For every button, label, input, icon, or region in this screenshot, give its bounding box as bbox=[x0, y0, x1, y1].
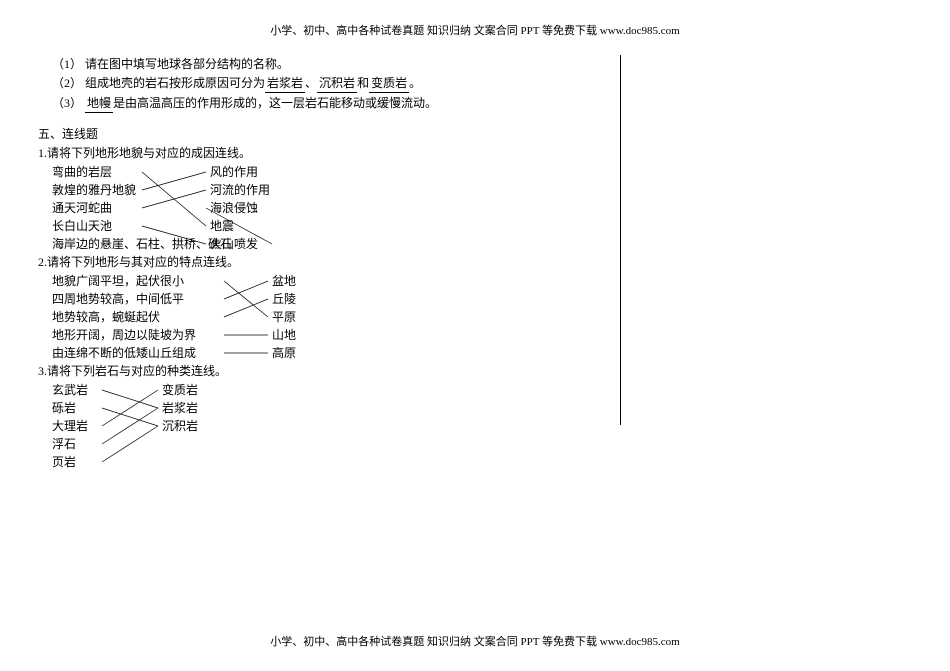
match-right-item: 变质岩 bbox=[162, 381, 198, 399]
q3-pre: （3） bbox=[52, 96, 85, 110]
match-right-item: 海浪侵蚀 bbox=[210, 199, 258, 217]
page-header: 小学、初中、高中各种试卷真题 知识归纳 文案合同 PPT 等免费下载 www.d… bbox=[0, 22, 950, 38]
question-3: （3） 地幔是由高温高压的作用形成的，这一层岩石能移动或缓慢流动。 bbox=[38, 94, 638, 113]
match3-title: 3.请将下列岩石与对应的种类连线。 bbox=[38, 362, 638, 380]
match-left-item: 地貌广阔平坦，起伏很小 bbox=[52, 272, 184, 290]
q3-blank-a: 地幔 bbox=[85, 94, 113, 113]
match-right-item: 风的作用 bbox=[210, 163, 258, 181]
match-left-item: 海岸边的悬崖、石柱、拱桥、礁石 bbox=[52, 235, 232, 253]
q3-post: 是由高温高压的作用形成的，这一层岩石能移动或缓慢流动。 bbox=[113, 96, 437, 110]
match-left-item: 大理岩 bbox=[52, 417, 88, 435]
match-left-item: 弯曲的岩层 bbox=[52, 163, 112, 181]
match-left-item: 砾岩 bbox=[52, 399, 76, 417]
match-right-item: 丘陵 bbox=[272, 290, 296, 308]
match-right-item: 岩浆岩 bbox=[162, 399, 198, 417]
match2-block: 地貌广阔平坦，起伏很小 盆地四周地势较高，中间低平 丘陵地势较高，蜿蜒起伏 平原地形开… bbox=[52, 272, 638, 362]
match-left-item: 地势较高，蜿蜒起伏 bbox=[52, 308, 160, 326]
match-right-item: 河流的作用 bbox=[210, 181, 270, 199]
section-5-title: 五、连线题 bbox=[38, 125, 638, 143]
match-left-item: 玄武岩 bbox=[52, 381, 88, 399]
match-left-item: 四周地势较高，中间低平 bbox=[52, 290, 184, 308]
content-area: （1） 请在图中填写地球各部分结构的名称。 （2） 组成地壳的岩石按形成原因可分… bbox=[38, 55, 638, 471]
q2-pre: （2） 组成地壳的岩石按形成原因可分为 bbox=[52, 76, 265, 90]
match1-title: 1.请将下列地形地貌与对应的成因连线。 bbox=[38, 144, 638, 162]
match2-title: 2.请将下列地形与其对应的特点连线。 bbox=[38, 253, 638, 271]
question-2: （2） 组成地壳的岩石按形成原因可分为岩浆岩、沉积岩和变质岩。 bbox=[38, 74, 638, 93]
q2-blank-b: 沉积岩 bbox=[317, 74, 357, 93]
match-left-item: 地形开阔，周边以陡坡为界 bbox=[52, 326, 196, 344]
q2-blank-c: 变质岩 bbox=[369, 74, 409, 93]
page-footer: 小学、初中、高中各种试卷真题 知识归纳 文案合同 PPT 等免费下载 www.d… bbox=[0, 633, 950, 649]
match-right-item: 沉积岩 bbox=[162, 417, 198, 435]
q2-sep2: 和 bbox=[357, 76, 369, 90]
match-left-item: 页岩 bbox=[52, 453, 76, 471]
match1-block: 弯曲的岩层 风的作用敦煌的雅丹地貌 河流的作用通天河蛇曲 海浪侵蚀长白山天池 地震海岸边… bbox=[52, 163, 638, 253]
match-right-item: 山地 bbox=[272, 326, 296, 344]
match-right-item: 地震 bbox=[210, 217, 234, 235]
q2-blank-a: 岩浆岩 bbox=[265, 74, 305, 93]
match-right-item: 盆地 bbox=[272, 272, 296, 290]
question-1: （1） 请在图中填写地球各部分结构的名称。 bbox=[38, 55, 638, 73]
match-left-item: 由连绵不断的低矮山丘组成 bbox=[52, 344, 196, 362]
match-left-item: 敦煌的雅丹地貌 bbox=[52, 181, 136, 199]
match-left-item: 通天河蛇曲 bbox=[52, 199, 112, 217]
q2-sep1: 、 bbox=[305, 76, 317, 90]
match-right-item: 高原 bbox=[272, 344, 296, 362]
match-right-item: 火山喷发 bbox=[210, 235, 258, 253]
q2-post: 。 bbox=[409, 76, 421, 90]
match-left-item: 长白山天池 bbox=[52, 217, 112, 235]
match-right-item: 平原 bbox=[272, 308, 296, 326]
match3-block: 玄武岩 变质岩砾岩 岩浆岩大理岩 沉积岩浮石页岩 bbox=[52, 381, 638, 471]
match-left-item: 浮石 bbox=[52, 435, 76, 453]
